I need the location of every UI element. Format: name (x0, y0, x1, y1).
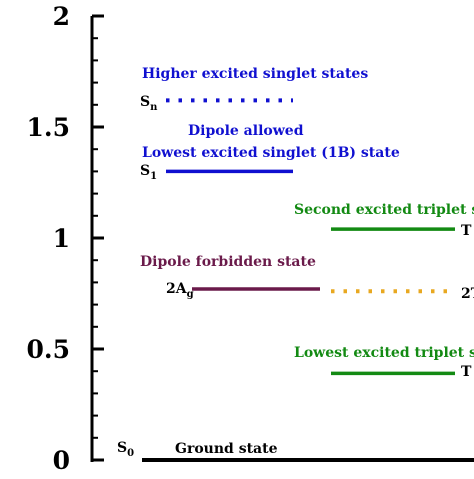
sn-symbol: Sn (140, 94, 158, 113)
y-axis-tick-labels: 0 0.5 1 1.5 2 (27, 2, 71, 475)
ag-symbol: 2Ag (166, 281, 194, 300)
tick-label: 0 (53, 446, 70, 474)
tick-label: 0.5 (27, 335, 71, 364)
energy-levels (142, 98, 474, 462)
t2-right-symbol: 2T (461, 286, 474, 302)
t2-symbol: T (461, 223, 472, 239)
ground-state-label: Ground state (175, 441, 278, 457)
dipole-allowed-label: Dipole allowed (188, 123, 304, 139)
y-axis-minor-ticks (92, 37, 98, 439)
tick-label: 1 (53, 224, 70, 253)
s1-symbol: S1 (140, 163, 157, 182)
y-axis-major-ticks (92, 14, 104, 462)
lowest-triplet-label: Lowest excited triplet state (294, 345, 474, 361)
second-triplet-label: Second excited triplet state (294, 202, 474, 218)
tick-label: 1.5 (27, 113, 71, 142)
s0-symbol: S0 (117, 440, 134, 459)
higher-singlet-label: Higher excited singlet states (142, 66, 368, 82)
lowest-singlet-label: Lowest excited singlet (1B) state (142, 145, 400, 161)
tick-label: 2 (53, 2, 70, 31)
dipole-forbidden-label: Dipole forbidden state (140, 254, 316, 270)
t1-symbol: T (461, 364, 472, 380)
